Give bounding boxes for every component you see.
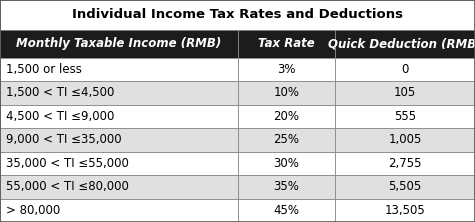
Text: Quick Deduction (RMB): Quick Deduction (RMB) — [328, 37, 475, 50]
Text: 30%: 30% — [273, 157, 299, 170]
Bar — [335, 81, 475, 105]
Text: 35,000 < TI ≤55,000: 35,000 < TI ≤55,000 — [6, 157, 129, 170]
Bar — [335, 30, 475, 58]
Bar — [0, 105, 238, 128]
Text: 105: 105 — [394, 86, 416, 99]
Text: 555: 555 — [394, 110, 416, 123]
Bar — [335, 152, 475, 175]
Bar — [0, 175, 238, 198]
Text: Tax Rate: Tax Rate — [258, 37, 314, 50]
Bar — [0, 81, 238, 105]
Bar — [0, 0, 475, 30]
Text: 20%: 20% — [273, 110, 299, 123]
Bar — [0, 128, 238, 152]
Bar — [0, 30, 238, 58]
Text: Monthly Taxable Income (RMB): Monthly Taxable Income (RMB) — [16, 37, 221, 50]
Text: Individual Income Tax Rates and Deductions: Individual Income Tax Rates and Deductio… — [72, 8, 403, 22]
Text: > 80,000: > 80,000 — [6, 204, 60, 217]
Bar — [238, 152, 335, 175]
Bar — [238, 175, 335, 198]
Bar — [335, 105, 475, 128]
Text: 2,755: 2,755 — [388, 157, 422, 170]
Text: 1,500 or less: 1,500 or less — [6, 63, 82, 76]
Bar — [335, 58, 475, 81]
Text: 25%: 25% — [273, 133, 299, 146]
Bar — [238, 198, 335, 222]
Text: 4,500 < TI ≤9,000: 4,500 < TI ≤9,000 — [6, 110, 114, 123]
Text: 0: 0 — [401, 63, 408, 76]
Text: 5,505: 5,505 — [388, 180, 421, 193]
Text: 9,000 < TI ≤35,000: 9,000 < TI ≤35,000 — [6, 133, 121, 146]
Bar — [0, 58, 238, 81]
Bar — [0, 152, 238, 175]
Text: 35%: 35% — [273, 180, 299, 193]
Text: 13,505: 13,505 — [385, 204, 425, 217]
Bar — [238, 128, 335, 152]
Text: 45%: 45% — [273, 204, 299, 217]
Text: 3%: 3% — [277, 63, 295, 76]
Text: 55,000 < TI ≤80,000: 55,000 < TI ≤80,000 — [6, 180, 129, 193]
Bar — [335, 198, 475, 222]
Bar — [238, 81, 335, 105]
Bar — [238, 58, 335, 81]
Bar — [238, 30, 335, 58]
Bar — [335, 128, 475, 152]
Bar — [238, 105, 335, 128]
Bar — [335, 175, 475, 198]
Text: 10%: 10% — [273, 86, 299, 99]
Text: 1,500 < TI ≤4,500: 1,500 < TI ≤4,500 — [6, 86, 114, 99]
Text: 1,005: 1,005 — [388, 133, 422, 146]
Bar — [0, 198, 238, 222]
